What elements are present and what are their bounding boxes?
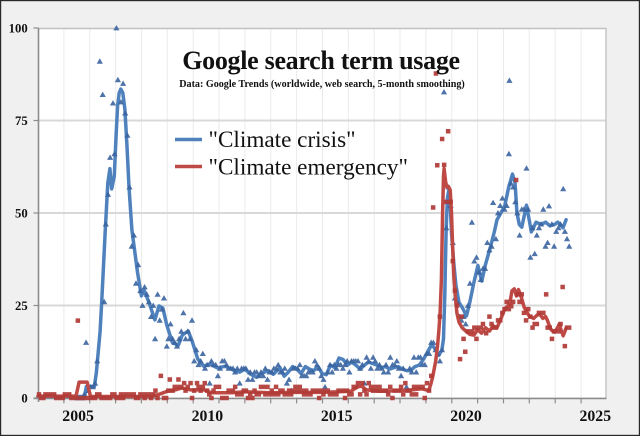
svg-text:2005: 2005 xyxy=(62,408,94,425)
svg-text:25: 25 xyxy=(15,299,28,313)
svg-text:2020: 2020 xyxy=(450,408,482,425)
svg-text:100: 100 xyxy=(9,21,28,35)
svg-text:50: 50 xyxy=(15,206,28,220)
svg-text:"Climate crisis": "Climate crisis" xyxy=(209,127,356,153)
svg-text:"Climate emergency": "Climate emergency" xyxy=(209,155,408,181)
svg-text:Google search term usage: Google search term usage xyxy=(182,46,460,75)
svg-text:2015: 2015 xyxy=(321,408,353,425)
svg-text:2010: 2010 xyxy=(192,408,224,425)
svg-text:75: 75 xyxy=(15,114,28,128)
svg-text:2025: 2025 xyxy=(580,408,612,425)
svg-text:Data: Google Trends (worldwide: Data: Google Trends (worldwide, web sear… xyxy=(179,79,465,90)
svg-text:0: 0 xyxy=(21,391,27,405)
